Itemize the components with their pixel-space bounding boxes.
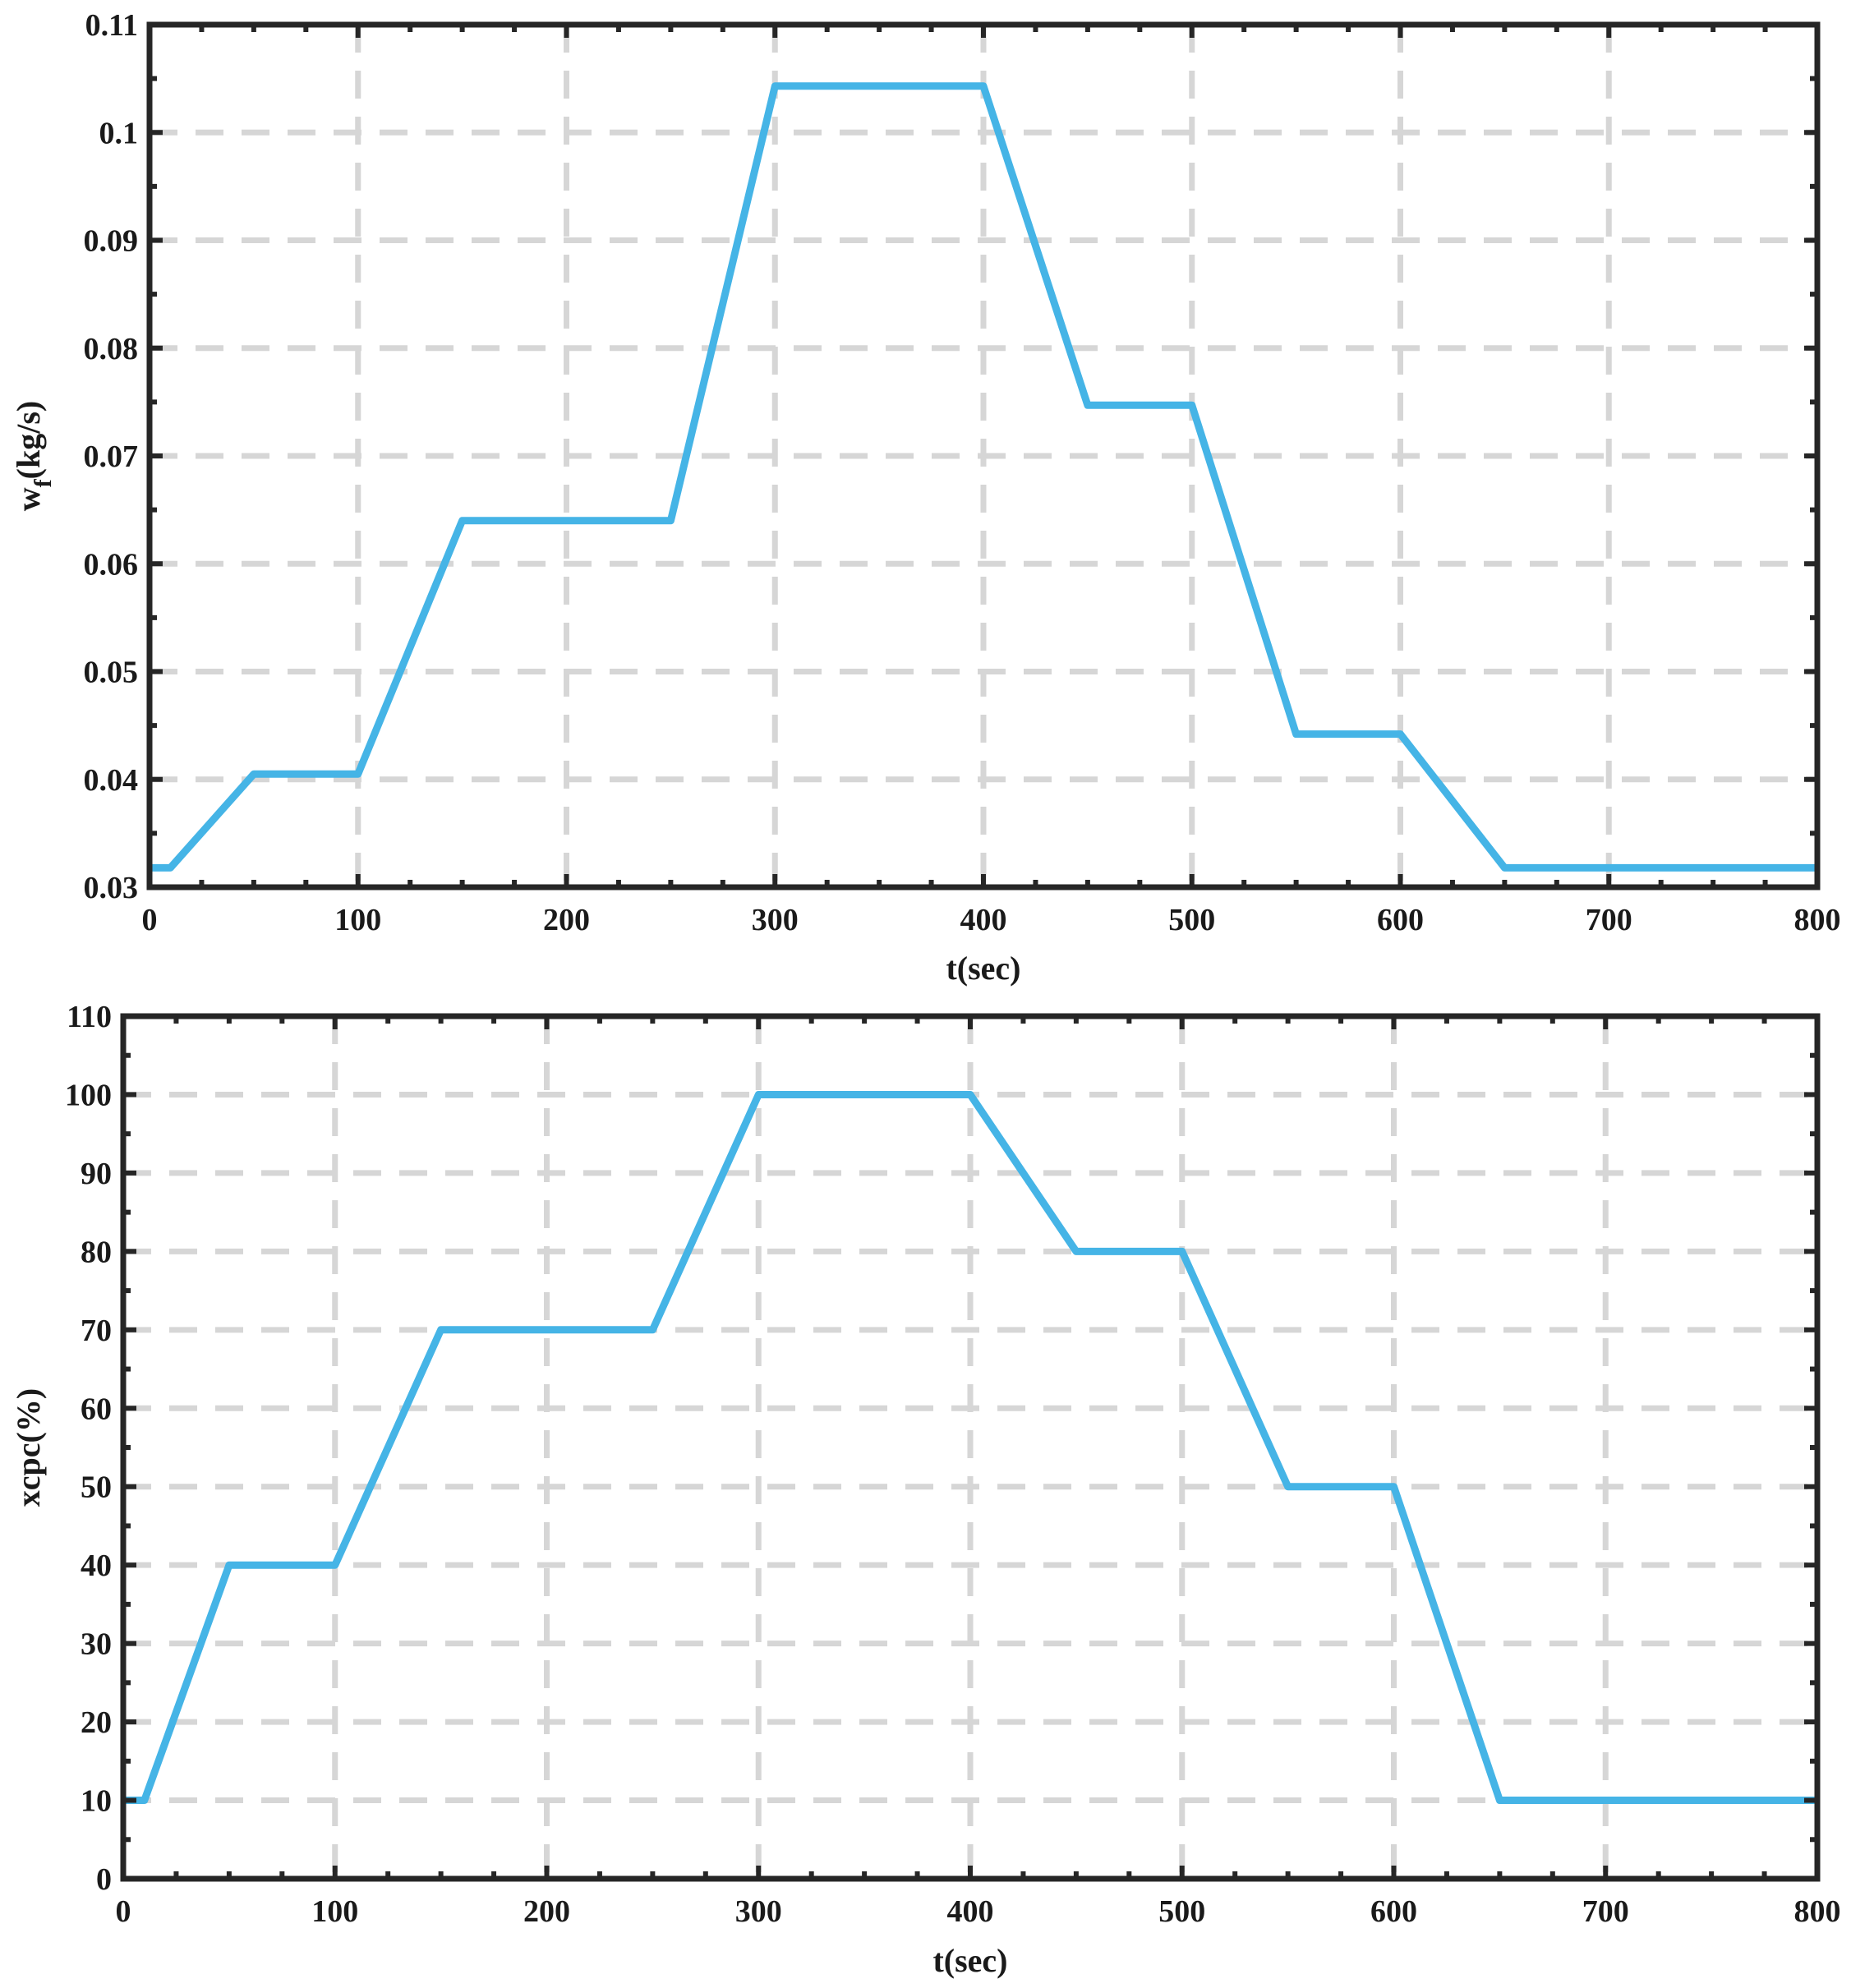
series-line bbox=[150, 82, 1817, 872]
y-tick-label: 80 bbox=[81, 1235, 112, 1269]
x-tick-label: 100 bbox=[334, 903, 381, 937]
x-tick-label: 200 bbox=[523, 1894, 570, 1929]
y-tick-label: 0.05 bbox=[84, 656, 139, 690]
x-tick-label: 800 bbox=[1794, 1894, 1841, 1929]
y-tick-label: 90 bbox=[81, 1157, 112, 1191]
y-axis-label: xcpc(%) bbox=[10, 1388, 47, 1507]
y-tick-label: 0.09 bbox=[84, 224, 139, 259]
y-axis-label-main: w bbox=[10, 487, 47, 511]
y-axis-label-unit: (kg/s) bbox=[10, 401, 47, 480]
x-axis-label: t(sec) bbox=[946, 950, 1020, 987]
y-tick-label: 0.03 bbox=[84, 871, 139, 905]
y-tick-label: 10 bbox=[81, 1784, 112, 1819]
y-tick-label: 0 bbox=[96, 1862, 112, 1897]
y-axis-label: wf(kg/s) bbox=[10, 401, 57, 511]
y-tick-label: 70 bbox=[81, 1314, 112, 1348]
x-tick-label: 800 bbox=[1794, 903, 1841, 937]
y-tick-label: 0.1 bbox=[99, 116, 139, 150]
y-tick-label: 0.06 bbox=[84, 547, 139, 582]
y-tick-label: 50 bbox=[81, 1470, 112, 1505]
y-tick-label: 0.04 bbox=[84, 763, 139, 798]
chart-fuel-flow: 0 100 200 300 400 500 600 700 800 0.03 0.04 0.05 0.0… bbox=[10, 8, 1841, 987]
x-tick-label: 600 bbox=[1377, 903, 1424, 937]
y-tick-label: 0.11 bbox=[85, 8, 138, 43]
x-axis-label: t(sec) bbox=[932, 1942, 1007, 1979]
y-tick-label: 60 bbox=[81, 1392, 112, 1426]
y-axis-label-main: xcpc(%) bbox=[10, 1388, 47, 1507]
x-tick-label: 600 bbox=[1370, 1894, 1417, 1929]
x-tick-label: 400 bbox=[960, 903, 1007, 937]
y-tick-label: 20 bbox=[81, 1705, 112, 1740]
x-tick-label: 0 bbox=[116, 1894, 131, 1929]
x-tick-label: 300 bbox=[752, 903, 799, 937]
series-line bbox=[123, 1091, 1817, 1804]
x-tick-label: 200 bbox=[543, 903, 590, 937]
y-tick-label: 110 bbox=[67, 1000, 112, 1034]
x-tick-label: 0 bbox=[142, 903, 158, 937]
x-tick-label: 300 bbox=[735, 1894, 782, 1929]
y-tick-label: 30 bbox=[81, 1627, 112, 1662]
chart-xcpc: 0 100 200 300 400 500 600 700 800 0 10 20 30 40 50 60 70… bbox=[10, 1000, 1841, 1979]
y-axis-label-subscript: f bbox=[30, 478, 57, 487]
y-tick-label: 0.07 bbox=[84, 439, 139, 474]
x-tick-label: 100 bbox=[311, 1894, 358, 1929]
x-tick-label: 700 bbox=[1582, 1894, 1629, 1929]
x-tick-label: 500 bbox=[1168, 903, 1215, 937]
x-tick-label: 500 bbox=[1158, 1894, 1205, 1929]
y-tick-label: 0.08 bbox=[84, 332, 139, 366]
y-tick-label: 40 bbox=[81, 1549, 112, 1583]
y-tick-label: 100 bbox=[65, 1078, 112, 1112]
x-tick-label: 700 bbox=[1586, 903, 1632, 937]
x-tick-label: 400 bbox=[947, 1894, 994, 1929]
